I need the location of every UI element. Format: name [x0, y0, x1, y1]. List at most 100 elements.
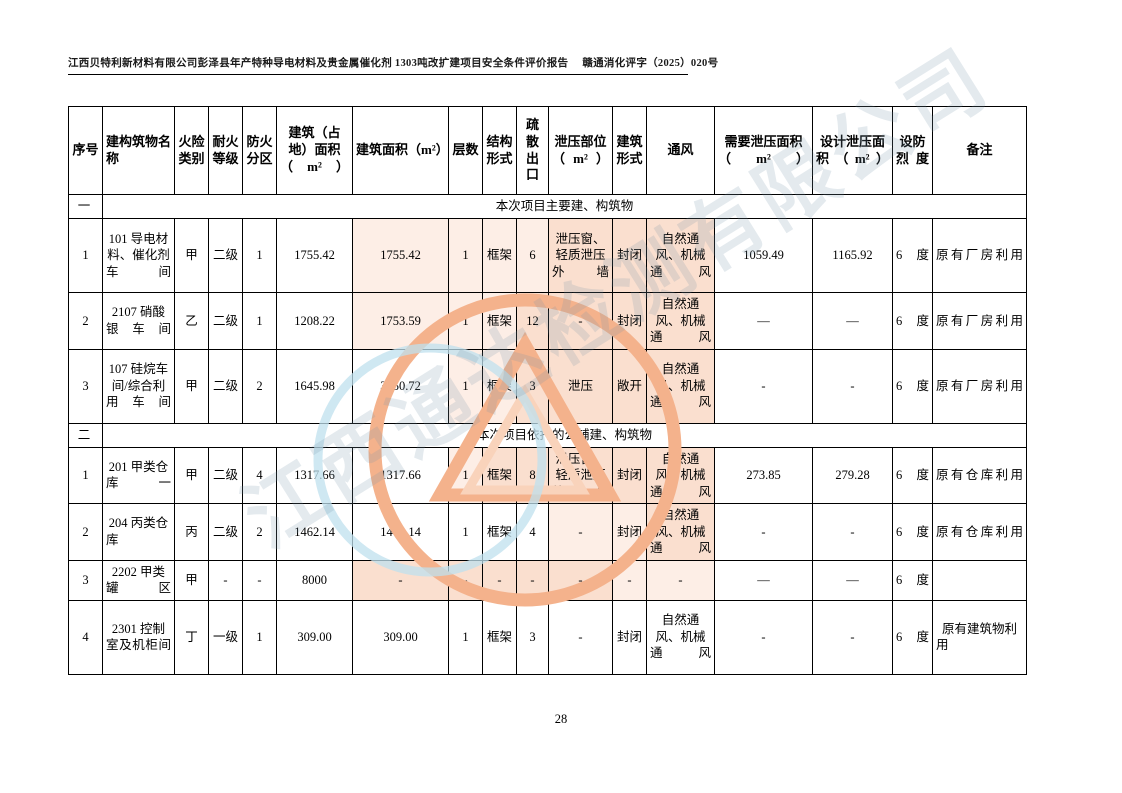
cell-building-area: 1317.66 [352, 446, 449, 504]
cell-design-relief-area: — [812, 292, 893, 350]
cell-structure: 框架 [482, 446, 517, 504]
cell-design-relief-area: 279.28 [812, 446, 893, 504]
cell-exits: 3 [516, 599, 549, 675]
cell-seismic: 6 度 [892, 218, 933, 293]
cell-seq: 1 [68, 446, 103, 504]
table-row: 2 2107 硝酸银车间乙二级 1 1208.22 1753.59 1 框架 12- 封闭 自然通… [68, 292, 1027, 350]
cell-seq: 2 [68, 292, 103, 350]
cell-floors: 1 [448, 218, 483, 293]
cell-fire-class: 丙 [174, 503, 209, 561]
section-number: 二 [68, 422, 103, 448]
cell-fire-class: 乙 [174, 292, 209, 350]
table-row: 3 107 硅烷车间/综合利用车间甲二级 2 1645.98 3050.72 1 框架 3 泄压… [68, 348, 1027, 424]
cell-fire-zone: - [242, 559, 277, 601]
cell-building-area: 309.00 [352, 599, 449, 675]
table-section-row: 二本次项目依托的公辅建、构筑物 [68, 422, 1027, 448]
cell-floors: 1 [448, 599, 483, 675]
cell-fire-rating: 一级 [208, 599, 243, 675]
cell-fire-zone: 2 [242, 503, 277, 561]
cell-remark: 原有建筑物利用 [932, 599, 1027, 675]
cell-seismic: 6 度 [892, 446, 933, 504]
cell-floor-area: 8000 [276, 559, 353, 601]
table-row: 4 2301 控制室及机柜间丁一级 1 309.00 309.00 1 框架 3- 封闭 自然通风… [68, 599, 1027, 675]
cell-floors: 1 [448, 348, 483, 424]
cell-required-relief-area: - [714, 348, 813, 424]
cell-exits: 8 [516, 446, 549, 504]
cell-exits: - [516, 559, 549, 601]
cell-fire-zone: 1 [242, 292, 277, 350]
cell-relief-part: - [548, 503, 613, 561]
cell-seq: 3 [68, 559, 103, 601]
cell-fire-rating: 二级 [208, 348, 243, 424]
cell-design-relief-area: - [812, 503, 893, 561]
section-number: 一 [68, 194, 103, 219]
cell-seismic: 6 度 [892, 348, 933, 424]
cell-floor-area: 309.00 [276, 599, 353, 675]
cell-ventilation: 自然通风、机械通风 [646, 446, 715, 504]
cell-building-form: - [612, 559, 647, 601]
table-header-row: 序号 建构筑物名称 火险类别 耐火等级 防火分区 建筑（占地）面积（m²） 建筑… [68, 106, 1027, 195]
cell-exits: 6 [516, 218, 549, 293]
cell-building-form: 封闭 [612, 218, 647, 293]
col-header-remark: 备注 [932, 106, 1027, 195]
cell-name: 107 硅烷车间/综合利用车间 [102, 348, 175, 424]
cell-fire-zone: 1 [242, 599, 277, 675]
page-header: 江西贝特利新材料有限公司彭泽县年产特种导电材料及贵金属催化剂 1303吨改扩建项… [68, 55, 718, 75]
cell-floor-area: 1645.98 [276, 348, 353, 424]
cell-floors: 1 [448, 503, 483, 561]
cell-fire-zone: 2 [242, 348, 277, 424]
cell-structure: 框架 [482, 218, 517, 293]
cell-fire-class: 甲 [174, 559, 209, 601]
col-header-floor-area: 建筑（占地）面积（m²） [276, 106, 353, 195]
col-header-relief-part: 泄压部位（m²） [548, 106, 613, 195]
col-header-floors: 层数 [448, 106, 483, 195]
col-header-exits: 疏散出口 [516, 106, 549, 195]
col-header-building-area: 建筑面积（m²） [352, 106, 449, 195]
col-header-required-relief-area: 需要泄压面积（m²） [714, 106, 813, 195]
cell-ventilation: - [646, 559, 715, 601]
cell-building-form: 封闭 [612, 503, 647, 561]
cell-fire-rating: 二级 [208, 218, 243, 293]
cell-seismic: 6 度 [892, 292, 933, 350]
col-header-seq: 序号 [68, 106, 103, 195]
cell-structure: 框架 [482, 348, 517, 424]
cell-building-form: 封闭 [612, 599, 647, 675]
cell-structure: 框架 [482, 599, 517, 675]
cell-relief-part: 泄压窗、轻质泄压外墙 [548, 446, 613, 504]
cell-floor-area: 1755.42 [276, 218, 353, 293]
col-header-fire-zone: 防火分区 [242, 106, 277, 195]
cell-name: 2301 控制室及机柜间 [102, 599, 175, 675]
cell-design-relief-area: - [812, 599, 893, 675]
cell-building-form: 封闭 [612, 292, 647, 350]
cell-floor-area: 1462.14 [276, 503, 353, 561]
cell-required-relief-area: — [714, 559, 813, 601]
cell-fire-zone: 4 [242, 446, 277, 504]
cell-required-relief-area: 273.85 [714, 446, 813, 504]
cell-fire-rating: 二级 [208, 292, 243, 350]
cell-structure: 框架 [482, 292, 517, 350]
cell-fire-rating: 二级 [208, 503, 243, 561]
section-title: 本次项目主要建、构筑物 [102, 194, 1027, 219]
cell-building-area: 1755.42 [352, 218, 449, 293]
col-header-building-form: 建筑形式 [612, 106, 647, 195]
cell-floor-area: 1208.22 [276, 292, 353, 350]
cell-name: 204 丙类仓库 [102, 503, 175, 561]
cell-floor-area: 1317.66 [276, 446, 353, 504]
cell-building-area: - [352, 559, 449, 601]
cell-building-form: 敞开 [612, 348, 647, 424]
cell-name: 2107 硝酸银车间 [102, 292, 175, 350]
cell-ventilation: 自然通风、机械通风 [646, 599, 715, 675]
table-row: 1 101 导电材料、催化剂车间甲二级 1 1755.42 1755.42 1 框架 6 泄压窗… [68, 218, 1027, 293]
cell-relief-part: 泄压窗、轻质泄压外墙 [548, 218, 613, 293]
col-header-seismic: 设防烈度 [892, 106, 933, 195]
cell-seq: 3 [68, 348, 103, 424]
cell-ventilation: 自然通风、机械通风 [646, 292, 715, 350]
cell-remark: 原有仓库利用 [932, 446, 1027, 504]
cell-remark [932, 559, 1027, 601]
section-title: 本次项目依托的公辅建、构筑物 [102, 422, 1027, 448]
col-header-name: 建构筑物名称 [102, 106, 175, 195]
cell-floors: 1 [448, 446, 483, 504]
cell-name: 101 导电材料、催化剂车间 [102, 218, 175, 293]
cell-required-relief-area: - [714, 503, 813, 561]
